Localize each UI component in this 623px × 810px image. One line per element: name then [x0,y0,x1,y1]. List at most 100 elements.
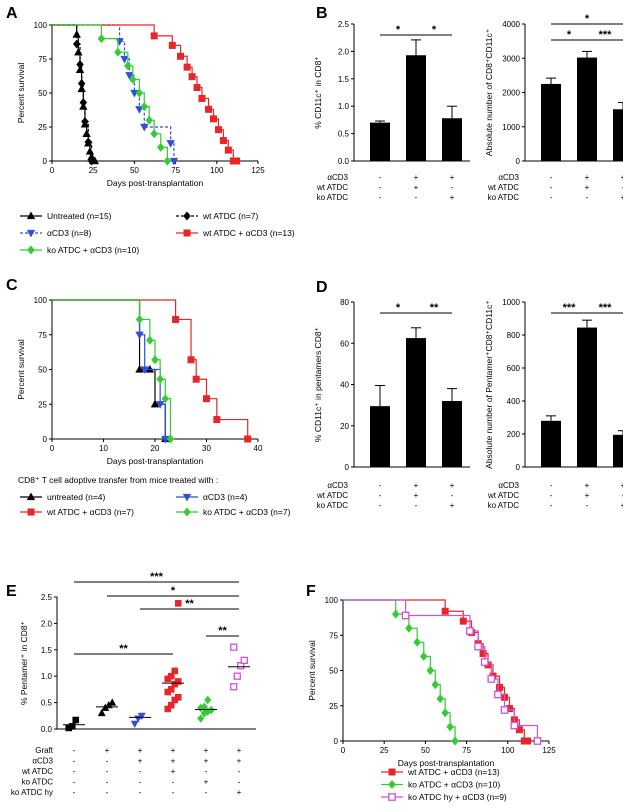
data-point [156,374,164,384]
legend-marker [27,508,35,516]
condition-sign: - [73,778,76,787]
bar [577,327,597,467]
data-point [198,94,206,102]
condition-sign: - [550,183,553,192]
panel-label-e: E [6,583,17,600]
y-tick-label: 0 [334,737,339,746]
condition-sign: - [451,491,454,500]
bar-chart-D2: 0 200 400 600 800 1000 Absolute number of Pent… [484,298,623,510]
data-point [74,47,83,56]
significance-label: *** [563,302,577,314]
condition-sign: - [379,193,382,202]
y-tick-label: 0 [516,463,521,472]
data-point [130,720,139,728]
condition-sign: - [172,788,175,797]
data-point [436,694,444,704]
condition-sign: + [585,173,590,182]
data-point [164,705,172,713]
significance-label: ** [430,302,439,314]
significance-label: *** [599,302,613,314]
condition-row-label: ko ATDC [317,501,349,510]
data-point [480,658,489,666]
data-point [161,394,170,404]
data-point [451,736,459,746]
y-tick-label: 4000 [502,20,520,29]
y-tick-label: 25 [38,400,47,409]
data-point [137,712,146,721]
y-tick-label: 75 [38,55,47,64]
data-point [224,146,232,154]
condition-sign: - [550,481,553,490]
data-point [233,672,241,680]
y-tick-label: 1.5 [338,75,350,84]
condition-sign: - [379,491,382,500]
data-point [108,698,117,706]
data-point [500,706,509,714]
x-tick-label: 0 [50,444,55,453]
legend-entry: wt ATDC + αCD3 (n=7) [46,507,134,517]
data-point [167,701,175,709]
data-point [426,666,435,675]
condition-row-label: ko ATDC [317,193,349,202]
data-point [413,637,421,647]
data-point [494,690,502,699]
data-point [213,416,221,424]
legend-marker [388,768,396,776]
data-point [140,366,149,374]
legend-entry: wt ATDC (n=7) [202,211,259,221]
y-tick-label: 1.0 [338,102,350,111]
condition-sign: - [586,193,589,202]
y-tick-label: 2.0 [338,47,350,56]
condition-sign: - [586,501,589,510]
condition-row-label: αCD3 [32,757,53,766]
y-tick-label: 0 [516,157,521,166]
data-point [151,355,159,365]
y-tick-label: 25 [329,702,338,711]
y-tick-label: 0.0 [41,725,53,734]
data-point [187,356,195,364]
data-point [466,627,474,635]
data-point [168,41,176,49]
condition-sign: + [621,501,623,510]
y-tick-label: 2.0 [41,619,53,628]
y-tick-label: 2.5 [338,20,350,29]
data-point [79,98,88,107]
bar [541,83,561,161]
legend-entry: ko ATDC + αCD3 (n=10) [408,780,500,790]
bar [442,118,462,161]
y-tick-label: 200 [507,430,521,439]
data-point [192,375,200,383]
condition-sign: + [414,173,419,182]
y-axis-title: Absolute number of CD8⁺CD11c⁺ [484,29,494,156]
y-tick-label: 600 [507,364,521,373]
data-point [135,106,144,114]
legend-entry: ko ATDC + αCD3 (n=10) [47,245,139,255]
data-point [124,61,132,71]
bar [613,434,623,467]
data-point [515,726,523,734]
condition-sign: + [450,481,455,490]
legend-entry: untreated (n=4) [47,492,106,502]
condition-sign: - [379,173,382,182]
data-point [205,105,213,113]
condition-sign: - [139,788,142,797]
condition-row-label: αCD3 [327,481,348,490]
condition-sign: - [550,501,553,510]
condition-sign: - [106,788,109,797]
data-point [441,708,449,718]
y-axis-title: Percent survival [16,339,26,400]
condition-sign: + [237,757,242,766]
condition-sign: - [106,757,109,766]
data-point [97,708,106,717]
data-point [441,607,449,615]
panel-label-c: C [6,277,18,294]
condition-row-label: αCD3 [498,481,519,490]
panel-label-a: A [6,5,18,22]
condition-row-label: ko ATDC [488,193,520,202]
data-point [129,74,137,84]
data-point [120,55,129,64]
scatter-chart-E: 0.00.51.01.52.02.5% Pentamer⁺ in CD8⁺***… [11,571,256,797]
data-point [446,722,454,732]
legend-marker [183,211,191,221]
legend-entry: wt ATDC + αCD3 (n=13) [407,767,500,777]
